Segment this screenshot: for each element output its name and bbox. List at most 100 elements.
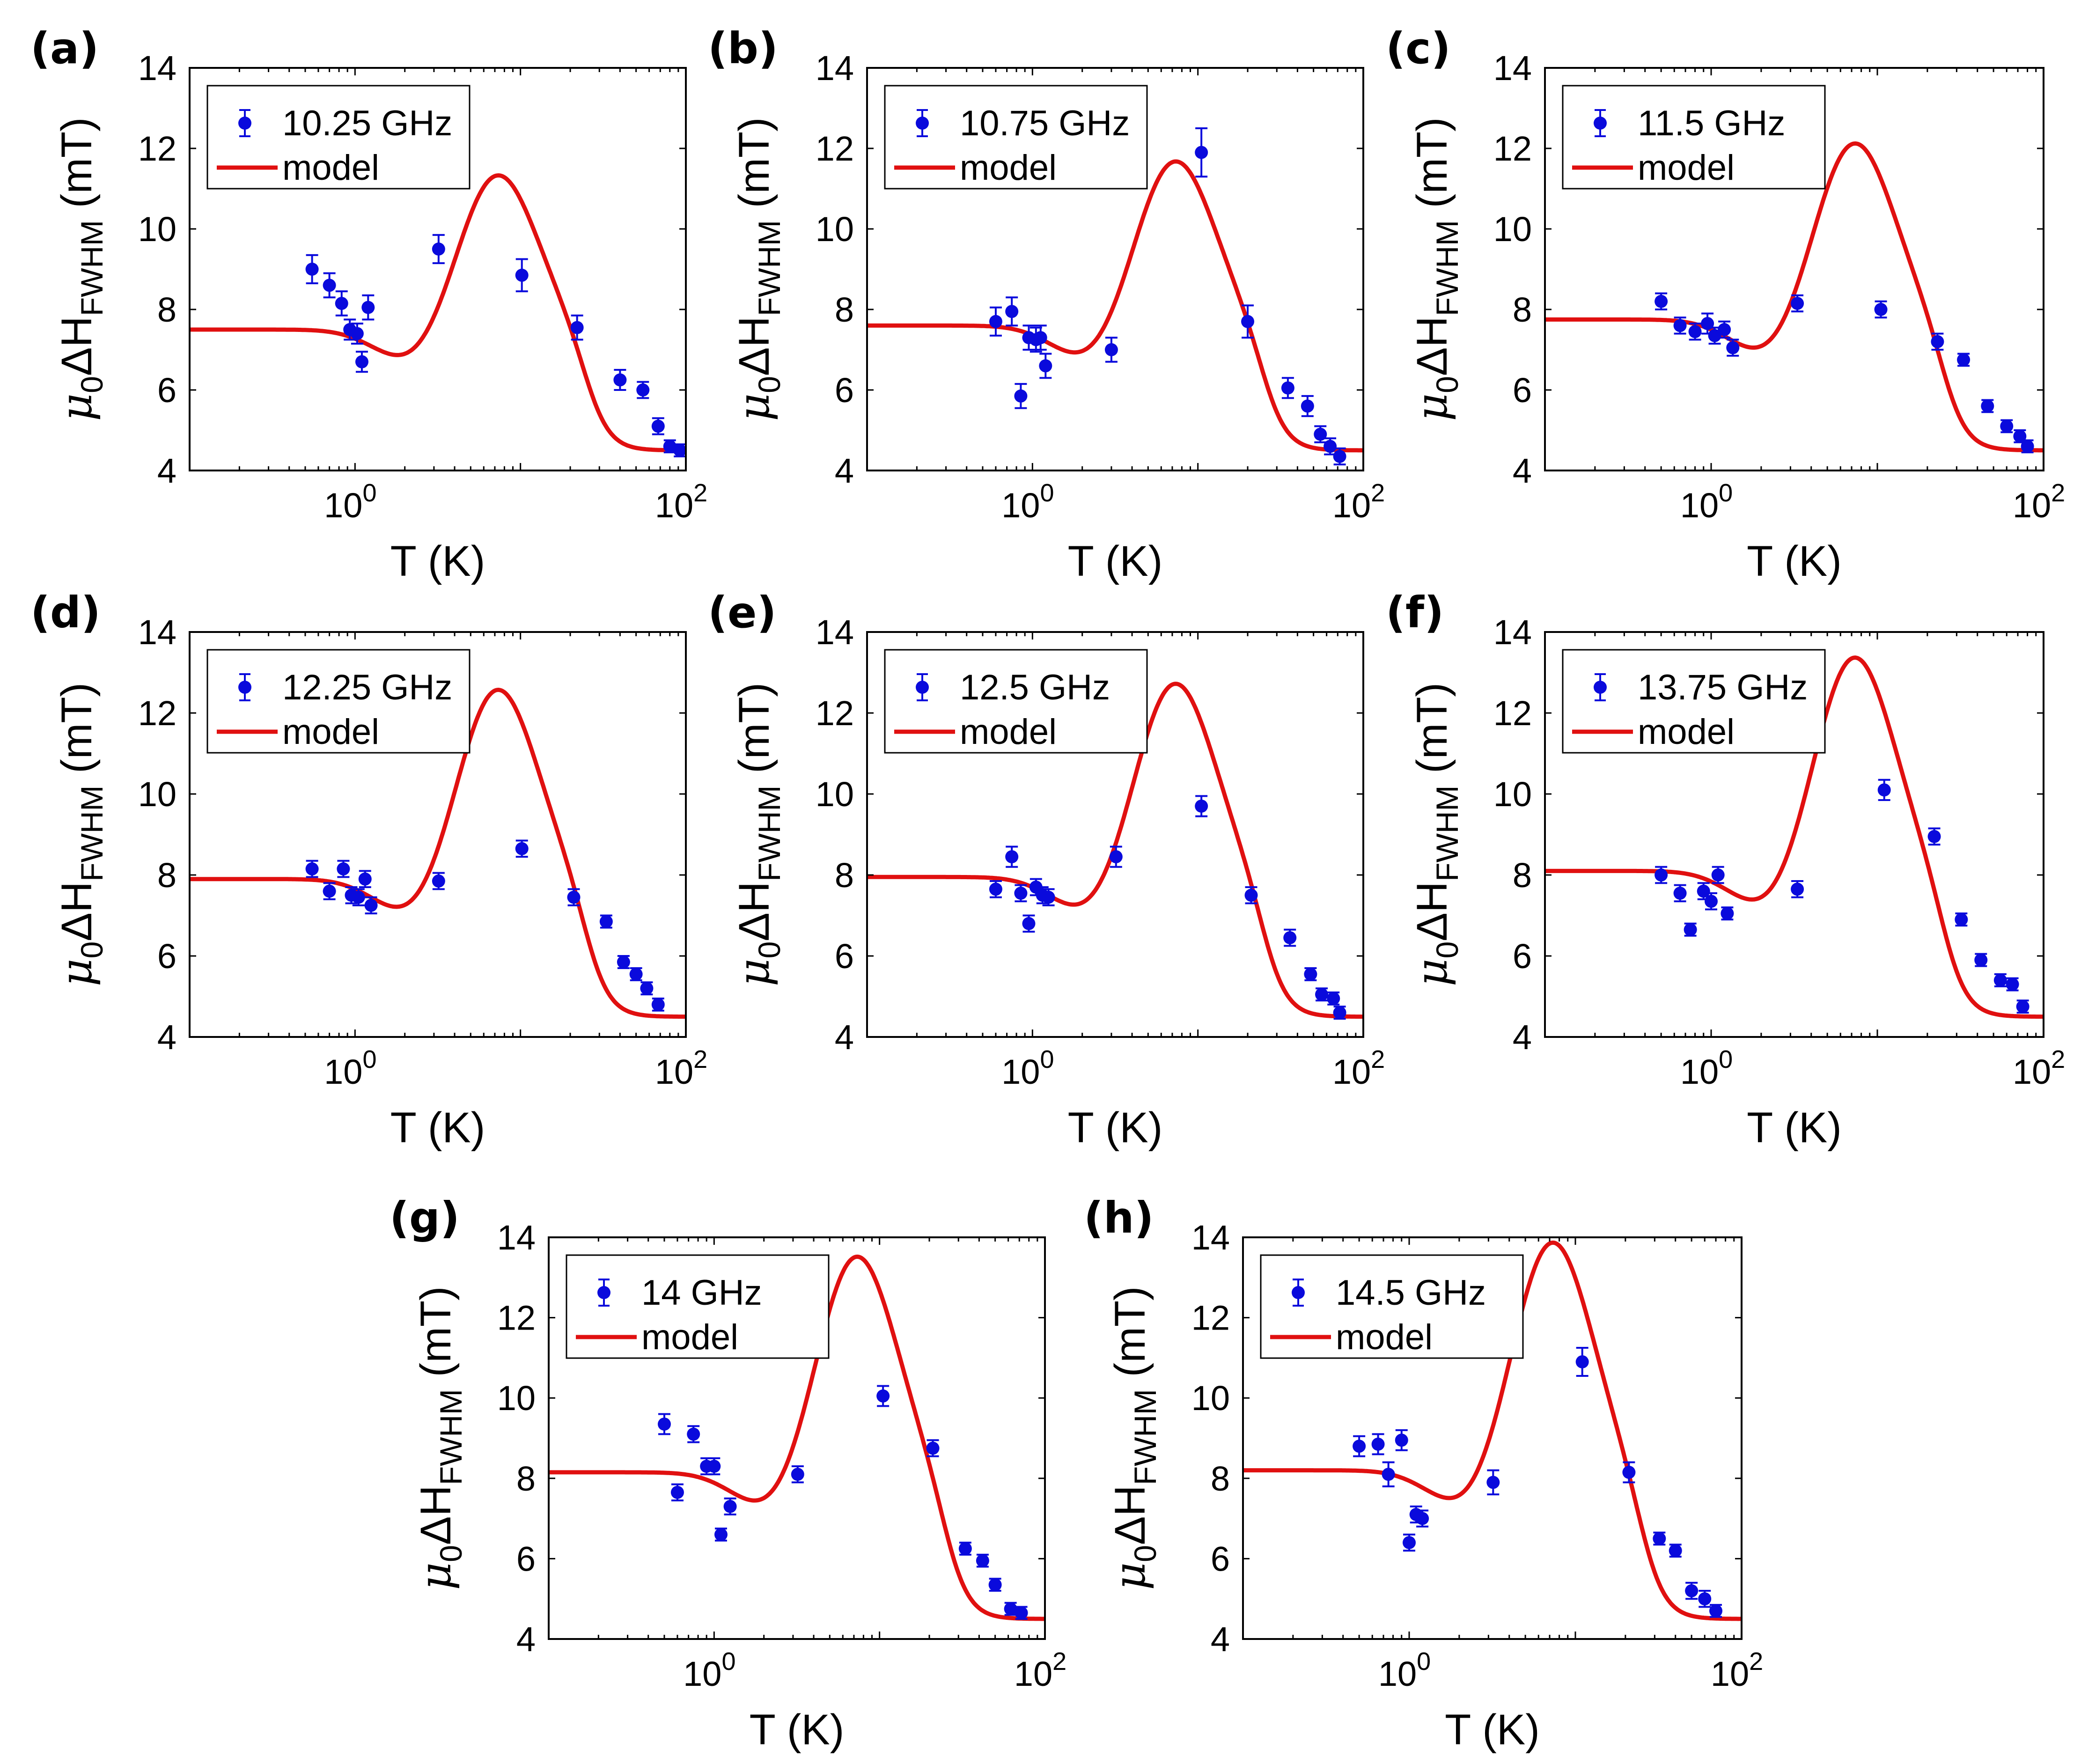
data-marker: [1669, 1544, 1682, 1558]
y-label-delta-h: ΔH: [53, 882, 101, 941]
data-marker: [1015, 1606, 1028, 1620]
data-point: [1874, 300, 1888, 319]
y-label-unit: (mT): [730, 117, 778, 220]
data-marker: [1005, 850, 1019, 864]
data-point: [1655, 866, 1668, 884]
data-marker: [714, 1528, 728, 1541]
data-point: [1709, 1604, 1723, 1618]
data-point: [1698, 1590, 1712, 1608]
data-point: [2016, 1000, 2030, 1014]
x-tick-label: 100: [1001, 1045, 1054, 1091]
data-point: [640, 981, 654, 996]
y-axis-label: μ0ΔHFWHM (mT): [51, 117, 109, 421]
data-marker: [352, 890, 365, 904]
data-point: [989, 306, 1002, 337]
y-tick-label: 12: [816, 129, 854, 168]
legend-marker: [916, 117, 929, 130]
data-marker: [1688, 325, 1702, 338]
legend: 12.5 GHz model: [884, 649, 1148, 754]
legend-box: [1562, 649, 1826, 754]
x-tick-label: 102: [655, 1045, 707, 1091]
data-point: [1353, 1435, 1366, 1457]
legend-model-label: model: [960, 148, 1057, 188]
data-marker: [1104, 343, 1118, 356]
data-marker: [636, 383, 650, 397]
legend-data-label: 14.5 GHz: [1336, 1273, 1486, 1313]
y-label-mu-sub: 0: [1430, 941, 1464, 959]
data-marker: [1673, 319, 1687, 332]
x-tick-label: 102: [655, 479, 707, 525]
legend-marker: [238, 681, 251, 694]
panel-label: (a): [30, 23, 99, 74]
data-marker: [791, 1468, 804, 1481]
x-tick-base: 10: [1711, 1654, 1749, 1693]
data-marker: [1684, 923, 1697, 936]
data-marker: [1195, 146, 1208, 159]
y-label-delta-h: ΔH: [1408, 882, 1456, 941]
y-label-unit: (mT): [412, 1286, 460, 1389]
y-tick-label: 8: [157, 856, 176, 895]
data-point: [323, 882, 336, 900]
y-tick-label: 10: [1191, 1379, 1230, 1418]
y-tick-label: 12: [1191, 1299, 1230, 1338]
data-point: [1931, 332, 1944, 351]
data-point: [335, 290, 348, 316]
y-tick-label: 6: [835, 371, 854, 410]
data-point: [1371, 1433, 1385, 1455]
y-tick-label: 6: [157, 371, 176, 410]
data-point: [958, 1542, 972, 1556]
y-tick-label: 6: [1513, 371, 1532, 410]
data-marker: [1685, 1584, 1699, 1598]
legend-box: [1562, 85, 1826, 190]
data-marker: [1301, 399, 1314, 413]
legend-data-label: 14 GHz: [641, 1273, 762, 1313]
y-tick-label: 8: [516, 1459, 536, 1498]
x-axis-label: T (K): [390, 537, 485, 585]
data-point: [1416, 1509, 1429, 1528]
data-point: [1993, 973, 2007, 987]
y-tick-label: 4: [1513, 1018, 1532, 1057]
y-label-h-sub: FWHM: [74, 220, 109, 316]
y-tick-label: 14: [816, 613, 854, 652]
y-label-unit: (mT): [53, 683, 101, 786]
y-tick-label: 10: [816, 775, 854, 814]
data-marker: [1622, 1465, 1636, 1479]
data-marker: [1705, 895, 1718, 908]
data-marker: [2016, 1000, 2030, 1014]
data-point: [1655, 292, 1668, 310]
data-point: [361, 294, 375, 321]
legend-marker: [597, 1286, 610, 1299]
y-tick-label: 4: [157, 1018, 176, 1057]
y-tick-label: 10: [497, 1379, 536, 1418]
data-point: [1104, 337, 1118, 363]
legend-model-label: model: [282, 148, 379, 188]
legend-data-label: 10.25 GHz: [282, 103, 452, 143]
y-label-mu: μ: [1407, 393, 1457, 421]
y-label-unit: (mT): [1106, 1286, 1154, 1389]
y-tick-label: 14: [1493, 49, 1532, 88]
y-label-h-sub: FWHM: [1128, 1389, 1162, 1485]
y-tick-label: 12: [1493, 694, 1532, 733]
x-tick-exponent: 2: [2051, 1045, 2065, 1073]
y-tick-label: 10: [1493, 210, 1532, 249]
data-marker: [1974, 953, 1988, 967]
y-axis-label: μ0ΔHFWHM (mT): [1105, 1286, 1162, 1590]
y-label-mu-sub: 0: [752, 941, 787, 959]
data-point: [1015, 1606, 1028, 1620]
data-marker: [1718, 323, 1731, 336]
data-marker: [989, 882, 1002, 896]
y-tick-label: 4: [157, 451, 176, 490]
data-marker: [305, 263, 319, 276]
panel-label: (d): [30, 588, 101, 638]
y-tick-label: 14: [138, 49, 176, 88]
data-point: [432, 872, 445, 890]
data-point: [1673, 884, 1687, 903]
y-label-mu: μ: [729, 958, 779, 986]
y-tick-label: 6: [516, 1539, 536, 1578]
data-marker: [1281, 381, 1294, 395]
x-tick-exponent: 2: [1371, 1045, 1385, 1073]
data-point: [1281, 377, 1294, 399]
x-tick-base: 10: [1014, 1654, 1052, 1693]
